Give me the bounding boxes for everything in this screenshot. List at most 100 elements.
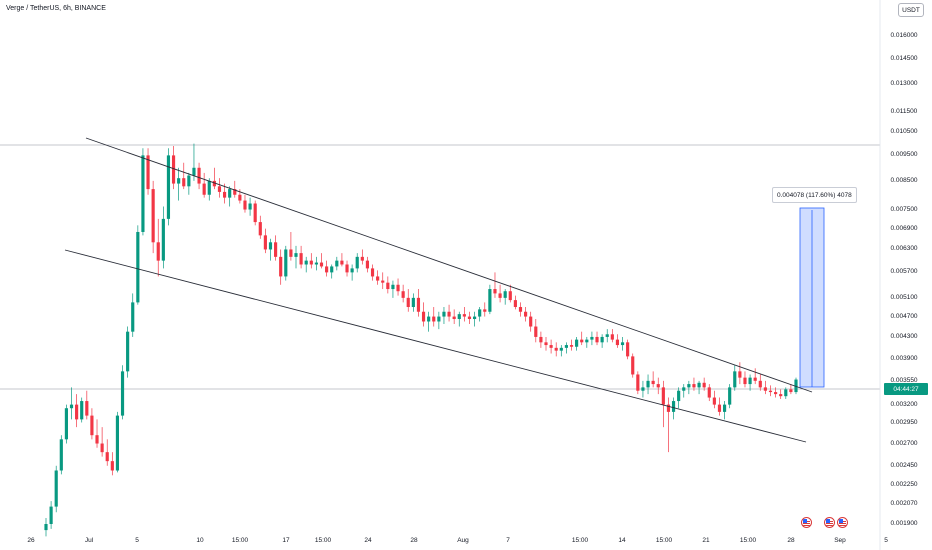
price-tick-label: 0.006300 bbox=[890, 245, 918, 253]
candle-body bbox=[585, 339, 589, 343]
candle-body bbox=[197, 167, 201, 184]
candle-body bbox=[692, 384, 696, 388]
candle-body bbox=[748, 377, 752, 385]
candle-body bbox=[141, 155, 145, 232]
candle-body bbox=[263, 235, 267, 250]
candle-body bbox=[549, 345, 553, 348]
candle-body bbox=[59, 439, 63, 471]
candle-body bbox=[539, 336, 543, 343]
candle-body bbox=[620, 342, 625, 346]
candle-body bbox=[120, 371, 125, 416]
candle-body bbox=[779, 394, 783, 397]
us-flag-icon[interactable] bbox=[824, 517, 835, 528]
price-countdown-badge: 04:44:27 bbox=[884, 383, 928, 395]
time-tick-label: 24 bbox=[364, 537, 372, 544]
time-tick-label: 17 bbox=[282, 537, 290, 544]
candle-body bbox=[325, 266, 329, 273]
time-tick-label: 21 bbox=[702, 537, 710, 544]
candle-body bbox=[304, 260, 308, 265]
us-flag-icon[interactable] bbox=[801, 517, 812, 528]
price-tick-label: 0.009500 bbox=[890, 151, 918, 159]
lower-trendline[interactable] bbox=[64, 249, 807, 443]
candle-body bbox=[182, 178, 186, 187]
price-tick-label: 0.003550 bbox=[890, 376, 918, 384]
candle-body bbox=[728, 387, 732, 405]
time-tick-label: Sep bbox=[834, 537, 846, 544]
candle-body bbox=[508, 291, 512, 301]
candle-body bbox=[564, 345, 568, 348]
candle-body bbox=[472, 316, 477, 320]
currency-button[interactable]: USDT bbox=[898, 3, 924, 17]
candle-body bbox=[524, 311, 528, 317]
time-tick-label: 5 bbox=[884, 537, 888, 544]
price-tick-label: 0.010500 bbox=[890, 128, 918, 136]
candle-body bbox=[794, 379, 798, 393]
candle-body bbox=[661, 387, 665, 405]
price-tick-label: 0.002950 bbox=[890, 419, 918, 427]
upper-trendline[interactable] bbox=[85, 137, 813, 393]
candle-body bbox=[156, 242, 160, 261]
us-flag-icon[interactable] bbox=[837, 517, 848, 528]
candle-body bbox=[763, 387, 767, 391]
candle-body bbox=[646, 380, 650, 388]
candle-body bbox=[233, 189, 237, 195]
candle-body bbox=[212, 180, 216, 187]
candle-body bbox=[529, 316, 533, 327]
candle-body bbox=[442, 311, 446, 317]
candle-body bbox=[136, 231, 140, 303]
candle-body bbox=[666, 404, 671, 412]
candle-body bbox=[437, 316, 441, 322]
candle-body bbox=[595, 336, 599, 343]
candle-body bbox=[207, 180, 211, 195]
candle-body bbox=[44, 524, 48, 531]
time-tick-label: 15:00 bbox=[571, 537, 589, 544]
candle-body bbox=[360, 256, 364, 261]
candle-body bbox=[774, 392, 778, 395]
candle-body bbox=[483, 309, 487, 312]
time-tick-label: 7 bbox=[506, 537, 510, 544]
chart-title: Verge / TetherUS, 6h, BINANCE bbox=[6, 5, 106, 12]
candle-body bbox=[75, 404, 79, 420]
candle-body bbox=[452, 316, 456, 320]
candle-body bbox=[784, 389, 788, 397]
price-tick-label: 0.003200 bbox=[890, 400, 918, 408]
candle-body bbox=[518, 307, 523, 312]
price-tick-label: 0.013000 bbox=[890, 79, 918, 87]
candle-body bbox=[605, 334, 609, 337]
candle-body bbox=[386, 282, 390, 290]
candle-body bbox=[503, 291, 507, 298]
candle-body bbox=[615, 339, 620, 346]
candle-body bbox=[493, 289, 497, 294]
candle-body bbox=[110, 461, 114, 471]
candle-body bbox=[294, 253, 298, 257]
candle-body bbox=[534, 326, 538, 337]
candle-body bbox=[381, 280, 385, 283]
candle-body bbox=[498, 293, 502, 298]
candle-body bbox=[330, 266, 334, 273]
price-tick-label: 0.003900 bbox=[890, 355, 918, 363]
candle-body bbox=[151, 189, 155, 243]
candle-body bbox=[161, 218, 165, 261]
candle-body bbox=[64, 408, 68, 440]
candle-body bbox=[274, 242, 278, 257]
price-tick-label: 0.002070 bbox=[890, 500, 918, 508]
candle-body bbox=[126, 331, 130, 372]
time-tick-label: 28 bbox=[787, 537, 795, 544]
candle-body bbox=[202, 183, 206, 195]
price-tick-label: 0.002450 bbox=[890, 461, 918, 469]
candle-body bbox=[187, 175, 191, 187]
price-tick-label: 0.002250 bbox=[890, 481, 918, 489]
candle-body bbox=[626, 342, 630, 357]
candle-body bbox=[682, 387, 686, 391]
candle-body bbox=[166, 155, 171, 219]
candle-body bbox=[238, 194, 242, 201]
candle-body bbox=[768, 390, 773, 393]
candle-body bbox=[228, 189, 232, 198]
candle-body bbox=[243, 200, 247, 210]
candle-body bbox=[462, 314, 466, 317]
candle-body bbox=[478, 309, 482, 317]
candle-body bbox=[279, 256, 283, 277]
candle-body bbox=[580, 339, 584, 343]
candle-body bbox=[641, 387, 645, 391]
